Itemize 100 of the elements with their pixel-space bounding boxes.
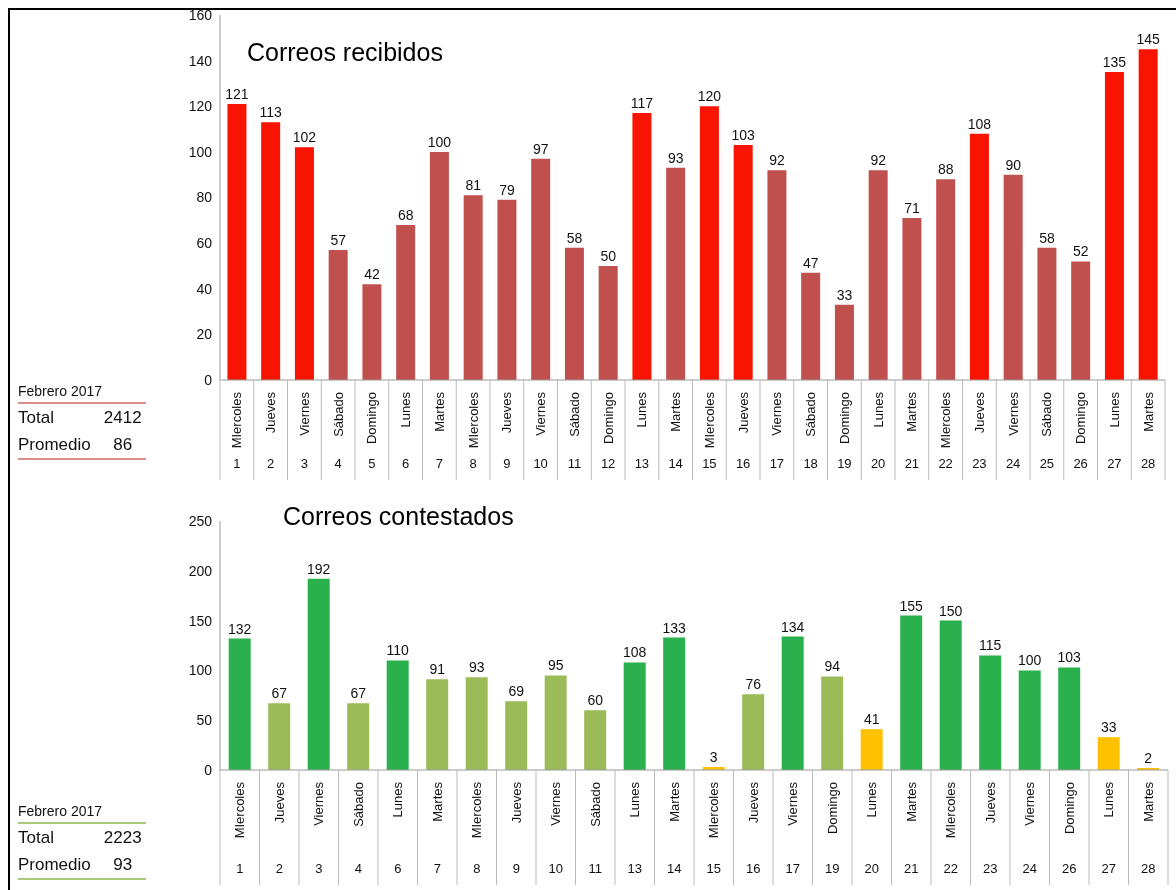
category-label: Lunes 20: [864, 782, 880, 876]
category-label: Martes 7: [429, 782, 445, 876]
data-label: 58: [566, 229, 583, 246]
x-tick-label: Domingo 26: [1073, 392, 1089, 471]
data-label: 71: [904, 200, 920, 217]
category-label: Martes 28: [1140, 392, 1156, 471]
y-tick-label: 100: [188, 662, 213, 679]
data-label: 88: [937, 161, 954, 178]
text: Correos recibidos: [247, 38, 443, 67]
data-label: 33: [1100, 719, 1117, 736]
category-label: Sábado 4: [330, 392, 346, 471]
data-label: 100: [427, 133, 452, 150]
x-tick-label: MIercoles 22: [938, 391, 954, 471]
text: Promedio: [18, 854, 92, 876]
category-label: Viernes 10: [533, 392, 549, 471]
category-label: Domingo 19: [824, 782, 840, 876]
category-label: Lunes 6: [390, 782, 406, 876]
data-label: 108: [623, 644, 647, 661]
data-label: 79: [499, 181, 515, 198]
x-tick-label: Domingo 19: [836, 392, 852, 471]
data-label: 120: [697, 88, 722, 105]
y-tick-label: 20: [196, 326, 213, 343]
chart-title: Correos contestados: [283, 502, 514, 531]
y-tick-label: 160: [188, 6, 213, 23]
y-tick-label: 200: [188, 562, 213, 579]
y-tick-label: 150: [188, 612, 213, 629]
data-label: 93: [667, 149, 684, 166]
data-label: 60: [587, 692, 604, 709]
y-tick-label: 140: [188, 52, 213, 69]
category-label: Martes 21: [904, 392, 920, 471]
data-label: 155: [899, 597, 924, 614]
category-label: MIercoles 1: [232, 782, 248, 876]
category-label: Viernes 10: [548, 782, 564, 876]
data-label: 113: [259, 104, 283, 121]
y-tick-label: 50: [196, 712, 213, 729]
text: Promedio: [18, 434, 92, 456]
category-label: Lunes 13: [634, 392, 650, 471]
data-label: 47: [802, 254, 819, 271]
data-label: 133: [662, 619, 687, 636]
category-label: Jueves 9: [499, 392, 515, 471]
data-label: 33: [836, 286, 853, 303]
category-label: Sábado 11: [587, 782, 603, 876]
category-label: MIercoles 15: [706, 782, 722, 876]
category-label: Martes 14: [666, 782, 682, 876]
data-label: 57: [330, 231, 347, 248]
category-label: Viernes 17: [769, 392, 785, 471]
data-label: 67: [350, 685, 367, 702]
text: Total: [18, 827, 55, 849]
data-label: 100: [1018, 652, 1042, 669]
data-label: 121: [225, 85, 249, 102]
text: 93: [112, 854, 134, 876]
category-label: Martes 21: [903, 782, 919, 876]
category-label: Viernes 17: [785, 782, 801, 876]
category-label: Sábado 25: [1039, 392, 1055, 471]
data-label: 58: [1039, 229, 1055, 246]
category-label: Lunes 27: [1106, 392, 1122, 471]
category-label: Lunes 27: [1101, 782, 1117, 876]
text: 2223: [102, 827, 143, 849]
data-label: 103: [1057, 649, 1082, 666]
category-label: Jueves 2: [263, 392, 279, 471]
category-label: Viernes 24: [1005, 392, 1021, 471]
category-label: Lunes 13: [627, 782, 643, 876]
data-label: 69: [508, 683, 525, 700]
y-tick-label: 0: [204, 761, 213, 778]
data-label: 90: [1005, 156, 1022, 173]
x-tick-label: MIercoles 1: [229, 391, 245, 471]
x-tick-label: MIercoles 8: [465, 391, 481, 471]
data-label: 103: [731, 127, 756, 144]
category-label: Jueves 9: [508, 782, 524, 876]
category-label: Martes 28: [1140, 782, 1156, 876]
text: 2412: [102, 407, 143, 429]
data-label: 108: [967, 115, 992, 132]
data-label: 135: [1102, 54, 1127, 71]
x-tick-label: Domingo 12: [600, 392, 616, 471]
x-tick-label: MIercoles 15: [701, 391, 717, 471]
data-label: 134: [781, 618, 805, 635]
y-tick-label: 120: [188, 98, 213, 115]
category-label: Lunes 6: [398, 392, 414, 471]
data-label: 115: [979, 637, 1002, 654]
data-label: 145: [1136, 31, 1161, 48]
data-label: 92: [870, 152, 887, 169]
category-label: Domingo 26: [1061, 782, 1077, 876]
data-label: 76: [745, 676, 762, 693]
category-label: Jueves 2: [271, 782, 287, 876]
category-label: Jueves 16: [735, 392, 751, 471]
y-tick-label: 40: [196, 280, 213, 297]
text: Febrero 2017: [18, 383, 146, 404]
data-label: 81: [465, 177, 482, 194]
category-label: MIercoles 8: [469, 782, 485, 876]
text: 86: [112, 434, 134, 456]
category-label: Martes 14: [668, 392, 684, 471]
y-tick-label: 60: [196, 235, 213, 252]
data-label: 3: [709, 749, 718, 766]
y-tick-label: 250: [188, 512, 213, 529]
category-label: MIercoles 22: [943, 782, 959, 876]
data-label: 91: [429, 661, 446, 678]
category-label: Jueves 23: [971, 392, 987, 471]
y-tick-label: 80: [196, 189, 213, 206]
data-label: 41: [863, 711, 880, 728]
data-label: 117: [630, 95, 654, 112]
